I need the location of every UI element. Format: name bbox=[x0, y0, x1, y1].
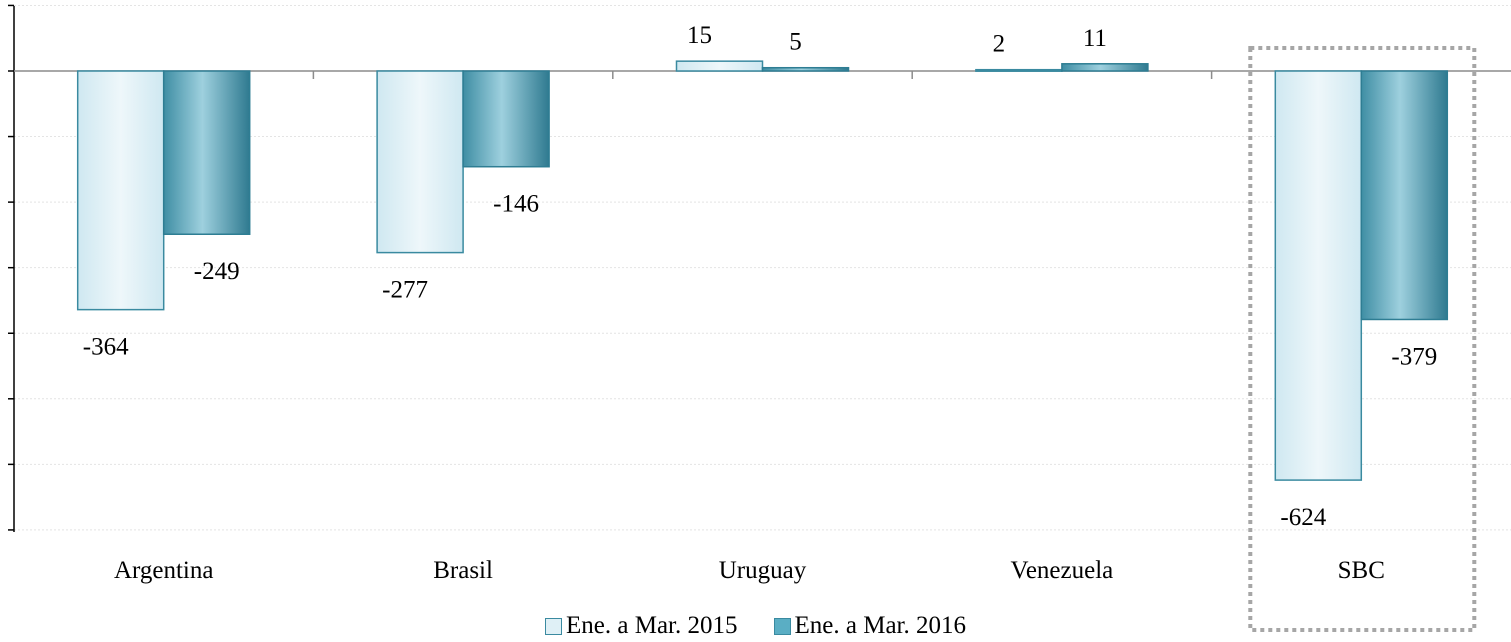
bar-argentina-series-1 bbox=[76, 70, 165, 311]
data-label-argentina-series-1: -364 bbox=[83, 334, 129, 361]
data-label-venezuela-series-1: 2 bbox=[993, 31, 1006, 58]
data-label-brasil-series-1: -277 bbox=[382, 277, 428, 304]
bars bbox=[76, 60, 1449, 481]
category-label-venezuela: Venezuela bbox=[1011, 557, 1114, 584]
category-label-uruguay: Uruguay bbox=[719, 557, 807, 584]
legend-item-2015: Ene. a Mar. 2015 bbox=[545, 612, 738, 640]
legend-label-2016: Ene. a Mar. 2016 bbox=[794, 612, 966, 639]
legend: Ene. a Mar. 2015 Ene. a Mar. 2016 bbox=[0, 610, 1511, 642]
legend-swatch-2015 bbox=[545, 617, 563, 635]
bar-brasil-series-1 bbox=[376, 70, 464, 254]
bar-uruguay-series-2 bbox=[761, 66, 850, 72]
legend-item-2016: Ene. a Mar. 2016 bbox=[773, 612, 966, 640]
bar-venezuela-series-1 bbox=[975, 68, 1063, 72]
category-label-sbc: SBC bbox=[1338, 557, 1385, 584]
bar-uruguay-series-1 bbox=[675, 60, 764, 72]
data-label-uruguay-series-1: 15 bbox=[687, 22, 712, 49]
category-label-brasil: Brasil bbox=[433, 557, 493, 584]
legend-label-2015: Ene. a Mar. 2015 bbox=[566, 612, 738, 639]
bar-sbc-series-1 bbox=[1274, 70, 1363, 481]
highlight-box-sbc bbox=[1248, 46, 1477, 632]
gridlines bbox=[14, 4, 1511, 531]
category-labels: Argentina Brasil Uruguay Venezuela SBC bbox=[114, 557, 1385, 584]
data-label-sbc-series-2: -379 bbox=[1391, 343, 1437, 370]
bar-sbc-series-2 bbox=[1360, 70, 1449, 321]
category-label-argentina: Argentina bbox=[114, 557, 214, 584]
data-label-brasil-series-2: -146 bbox=[493, 191, 539, 218]
data-label-argentina-series-2: -249 bbox=[194, 258, 240, 285]
bar-argentina-series-2 bbox=[162, 70, 251, 235]
data-label-venezuela-series-2: 11 bbox=[1083, 25, 1107, 52]
legend-swatch-2016 bbox=[773, 617, 791, 635]
data-label-sbc-series-1: -624 bbox=[1280, 504, 1326, 531]
data-label-uruguay-series-2: 5 bbox=[789, 29, 802, 56]
bar-brasil-series-2 bbox=[462, 70, 550, 168]
bar-venezuela-series-2 bbox=[1061, 63, 1149, 72]
data-labels: -364 -249 -277 -146 15 5 2 11 -624 -379 bbox=[83, 22, 1437, 531]
